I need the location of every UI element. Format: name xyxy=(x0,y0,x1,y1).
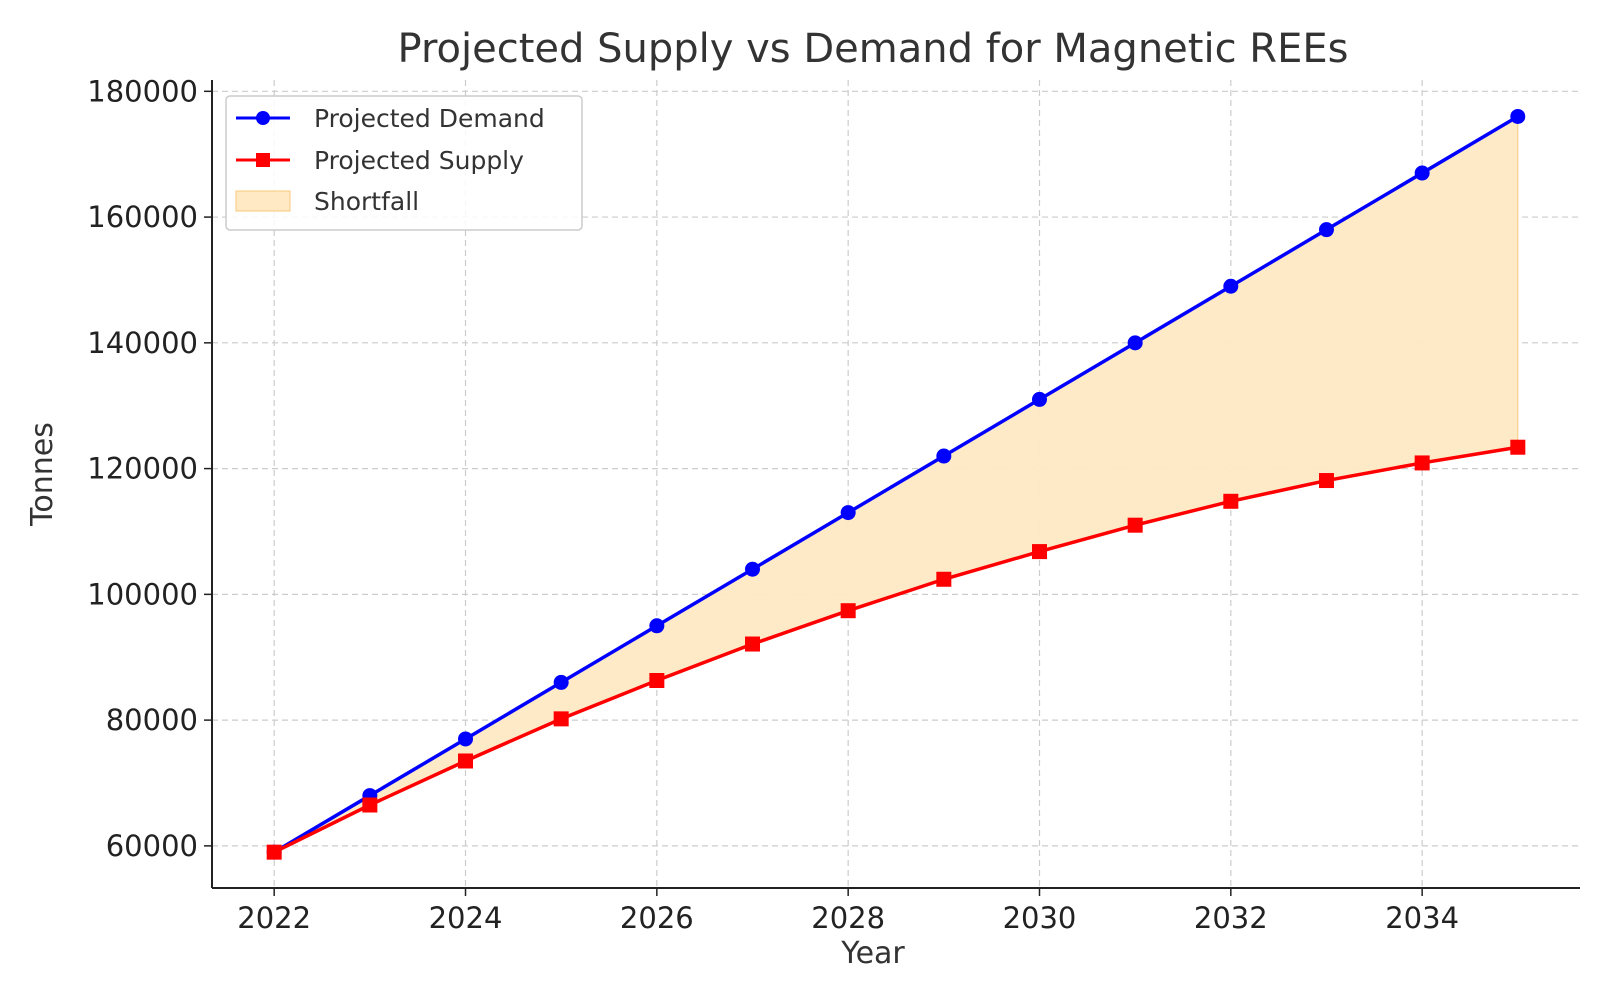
projected-demand-point xyxy=(1318,222,1334,238)
projected-supply-point xyxy=(1318,473,1334,489)
x-tick-label: 2026 xyxy=(620,901,694,935)
projected-supply-point xyxy=(745,636,761,652)
projected-supply-point xyxy=(1510,439,1526,455)
projected-demand-point xyxy=(553,674,569,690)
y-tick-label: 140000 xyxy=(87,326,198,360)
projected-supply-point xyxy=(1031,544,1047,560)
projected-demand-point xyxy=(745,561,761,577)
projected-demand-point xyxy=(1223,278,1239,294)
legend: Projected Demand Projected Supply Shortf… xyxy=(225,95,583,231)
legend-supply-marker xyxy=(256,153,270,167)
projected-supply-point xyxy=(1223,493,1239,509)
series-layer xyxy=(266,108,1526,860)
legend-box xyxy=(225,95,583,231)
legend-shortfall-label: Shortfall xyxy=(314,187,419,216)
legend-demand-marker xyxy=(256,111,270,125)
projected-demand-point xyxy=(840,505,856,521)
projected-supply-point xyxy=(362,797,378,813)
x-tick-label: 2030 xyxy=(1003,901,1077,935)
tick-labels: 2022 2024 2026 2028 2030 2032 2034 60000 80000 10… xyxy=(87,74,1459,935)
y-tick-label: 60000 xyxy=(106,829,198,863)
projected-demand-point xyxy=(1414,165,1430,181)
y-tick-label: 80000 xyxy=(106,703,198,737)
x-tick-label: 2028 xyxy=(811,901,885,935)
x-tick-label: 2034 xyxy=(1385,901,1459,935)
projected-demand-point xyxy=(1510,108,1526,124)
projected-supply-point xyxy=(458,753,474,769)
x-tick-label: 2022 xyxy=(237,901,311,935)
projected-supply-point xyxy=(840,603,856,619)
projected-supply-point xyxy=(1414,455,1430,471)
series-projected-supply xyxy=(266,439,1526,860)
projected-supply-point xyxy=(266,844,282,860)
projected-demand-point xyxy=(458,731,474,747)
projected-supply-point xyxy=(553,711,569,727)
projected-demand-point xyxy=(936,448,952,464)
x-tick-label: 2032 xyxy=(1194,901,1268,935)
projected-demand-point xyxy=(649,618,665,634)
y-axis-label: Tonnes xyxy=(25,422,60,527)
projected-demand-line xyxy=(273,114,1519,854)
projected-supply-line xyxy=(273,445,1519,854)
projected-supply-point xyxy=(1127,517,1143,533)
chart-title: Projected Supply vs Demand for Magnetic … xyxy=(398,26,1349,72)
projected-supply-point xyxy=(649,672,665,688)
legend-supply-label: Projected Supply xyxy=(314,146,524,175)
legend-shortfall-swatch xyxy=(235,190,291,212)
axes xyxy=(204,80,1580,896)
y-tick-label: 180000 xyxy=(87,74,198,108)
projected-demand-point xyxy=(1127,335,1143,351)
x-tick-label: 2024 xyxy=(429,901,503,935)
y-tick-label: 100000 xyxy=(87,577,198,611)
projected-demand-point xyxy=(1031,391,1047,407)
projected-supply-point xyxy=(936,571,952,587)
y-tick-label: 120000 xyxy=(87,452,198,486)
y-tick-label: 160000 xyxy=(87,200,198,234)
legend-demand-label: Projected Demand xyxy=(314,104,545,133)
x-axis-label: Year xyxy=(840,936,905,971)
